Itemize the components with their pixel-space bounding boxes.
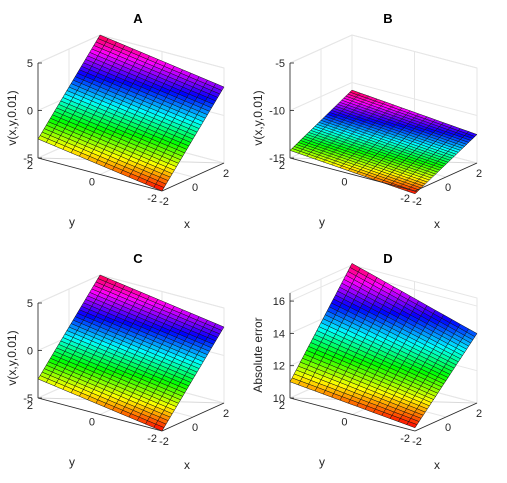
z-tick-label: 10 [273, 393, 285, 405]
chart-panel-c: -5 0 5 -2 0 2 -2 0 2 Cv(x,y,0.01) x y [5, 251, 229, 472]
surface-cell [466, 131, 478, 137]
y-tick-label: 2 [279, 400, 285, 412]
y-tick-label: 2 [27, 160, 33, 172]
x-axis-line [414, 162, 478, 192]
z-tick-label: 0 [27, 346, 33, 358]
x-tick-label: -2 [412, 436, 422, 448]
surface-c [37, 274, 225, 432]
z-axis-label: v(x,y,0.01) [5, 330, 19, 385]
x-tick-label: 0 [192, 422, 198, 434]
panel-title: D [383, 251, 392, 266]
x-tick-label: -2 [159, 196, 169, 208]
z-tick-label: 16 [273, 296, 285, 308]
x-axis-label: x [434, 217, 440, 231]
y-tick-label: 0 [89, 417, 95, 429]
y-axis-line [37, 157, 163, 192]
y-tick-label: -2 [147, 433, 157, 445]
wall-edge [37, 274, 225, 403]
surface-cell [213, 323, 225, 331]
chart-panel-d: 10 12 14 16 -2 0 2 -2 0 2 D Absolute error x y [251, 251, 482, 472]
panel-title: B [383, 11, 392, 26]
z-tick-label: 0 [27, 106, 33, 118]
y-axis-label: y [69, 215, 75, 229]
chart-panel-a: -5 0 5 -2 0 2 -2 0 2 Av(x,y,0.01) x y [5, 11, 229, 231]
x-axis-label: x [434, 458, 440, 472]
z-tick-label: 5 [27, 298, 33, 310]
y-tick-label: 2 [27, 400, 33, 412]
y-axis-line [289, 397, 416, 432]
y-axis-line [289, 157, 416, 192]
z-axis-label: v(x,y,0.01) [251, 90, 265, 145]
x-axis-line [161, 402, 225, 432]
y-tick-label: -2 [400, 193, 410, 205]
panel-title: C [133, 251, 143, 266]
y-axis-label: y [69, 455, 75, 469]
surface-cell [213, 83, 225, 91]
wall-edge [289, 34, 478, 163]
x-axis-label: x [184, 217, 190, 231]
y-tick-label: 0 [89, 177, 95, 189]
x-tick-label: -2 [412, 196, 422, 208]
x-tick-label: 0 [445, 422, 451, 434]
z-axis-label: v(x,y,0.01) [5, 90, 19, 145]
wall-edge [37, 34, 225, 163]
y-axis-label: y [319, 455, 325, 469]
x-tick-label: 2 [223, 168, 229, 180]
x-tick-label: -2 [159, 436, 169, 448]
y-tick-label: 0 [341, 417, 347, 429]
y-tick-label: -2 [400, 433, 410, 445]
z-axis-label: Absolute error [251, 317, 265, 392]
surface-d [289, 263, 478, 429]
z-tick-label: 12 [273, 361, 285, 373]
x-axis-line [414, 402, 478, 432]
z-tick-label: 5 [27, 58, 33, 70]
y-tick-label: -2 [147, 193, 157, 205]
z-tick-label: 14 [273, 328, 285, 340]
z-tick-label: -5 [275, 58, 285, 70]
surface-a [37, 34, 225, 192]
x-tick-label: 2 [223, 408, 229, 420]
x-tick-label: 2 [476, 408, 482, 420]
y-tick-label: 2 [279, 160, 285, 172]
x-axis-line [161, 162, 225, 192]
wall-edge [289, 264, 478, 403]
x-tick-label: 0 [445, 182, 451, 194]
x-tick-label: 2 [476, 168, 482, 180]
y-tick-label: 0 [341, 177, 347, 189]
surface-cell [466, 328, 478, 338]
z-tick-label: -15 [269, 153, 285, 165]
chart-panel-b: -15 -10 -5 -2 0 2 -2 0 2 Bv(x,y,0.01) x y [251, 11, 482, 231]
x-axis-label: x [184, 458, 190, 472]
panel-title: A [133, 11, 143, 26]
z-gridline [289, 34, 478, 69]
y-axis-line [37, 397, 163, 432]
surface-b [289, 89, 478, 195]
y-axis-label: y [319, 215, 325, 229]
z-tick-label: -10 [269, 106, 285, 118]
z-tick-label: -5 [23, 393, 33, 405]
z-tick-label: -5 [23, 153, 33, 165]
x-tick-label: 0 [192, 182, 198, 194]
